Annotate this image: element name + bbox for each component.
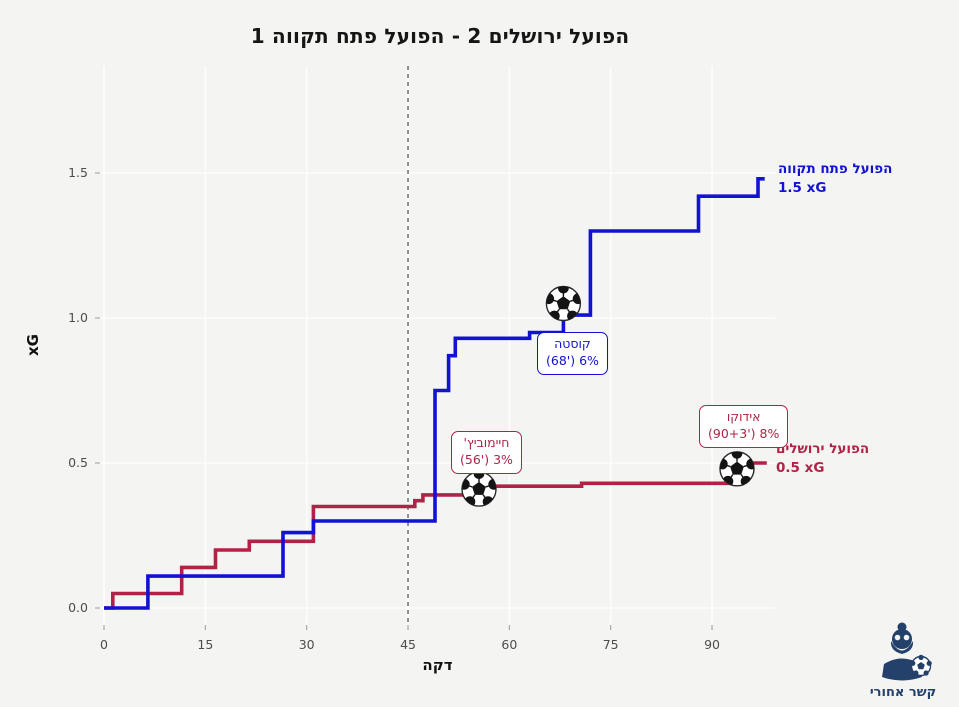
chart-title: הפועל ירושלים 2 - הפועל פתח תקווה 1 — [250, 24, 630, 48]
home-team-label: הפועל ירושלים 0.5 xG — [776, 440, 869, 478]
goal-detail: (56') 3% — [460, 451, 513, 467]
goal-detail: (68') 6% — [546, 352, 599, 368]
goal-annotation-idoku: אידוקו (90+3') 8% — [699, 405, 789, 448]
y-tick-label: 0.0 — [68, 600, 88, 615]
x-tick-label: 90 — [704, 637, 720, 652]
goal-annotation-costa: קוסטה (68') 6% — [537, 332, 608, 375]
x-tick-label: 60 — [501, 637, 517, 652]
x-tick-label: 45 — [400, 637, 416, 652]
goal-player: קוסטה — [554, 336, 591, 351]
home-team-xg: 0.5 xG — [776, 459, 825, 476]
goal-ball-icon — [461, 471, 497, 507]
goal-detail: (90+3') 8% — [708, 425, 780, 441]
x-tick-label: 30 — [299, 637, 315, 652]
x-axis-title: דקה — [422, 656, 453, 674]
xg-line — [104, 177, 765, 610]
away-team-name: הפועל פתח תקווה — [778, 161, 893, 177]
y-tick-label: 1.0 — [68, 310, 88, 325]
home-team-name: הפועל ירושלים — [776, 441, 870, 457]
away-team-label: הפועל פתח תקווה 1.5 xG — [778, 160, 892, 198]
y-axis-title: xG — [24, 334, 42, 356]
goal-annotation-haimovich: חיימוביץ' (56') 3% — [451, 431, 522, 474]
goal-ball-icon — [719, 451, 755, 487]
y-tick-label: 1.5 — [68, 165, 88, 180]
xg-line — [104, 461, 767, 610]
brand-name: קשר אחורי — [869, 685, 937, 700]
goal-player: אידוקו — [726, 409, 761, 424]
away-team-xg: 1.5 xG — [778, 179, 827, 196]
brand-logo: קשר אחורי — [853, 620, 953, 700]
x-tick-label: 15 — [197, 637, 213, 652]
y-tick-label: 0.5 — [68, 455, 88, 470]
brand-avatar-icon — [882, 622, 932, 681]
x-tick-label: 0 — [100, 637, 108, 652]
goal-ball-icon — [545, 285, 582, 322]
goal-player: חיימוביץ' — [463, 435, 510, 450]
x-tick-label: 75 — [603, 637, 619, 652]
